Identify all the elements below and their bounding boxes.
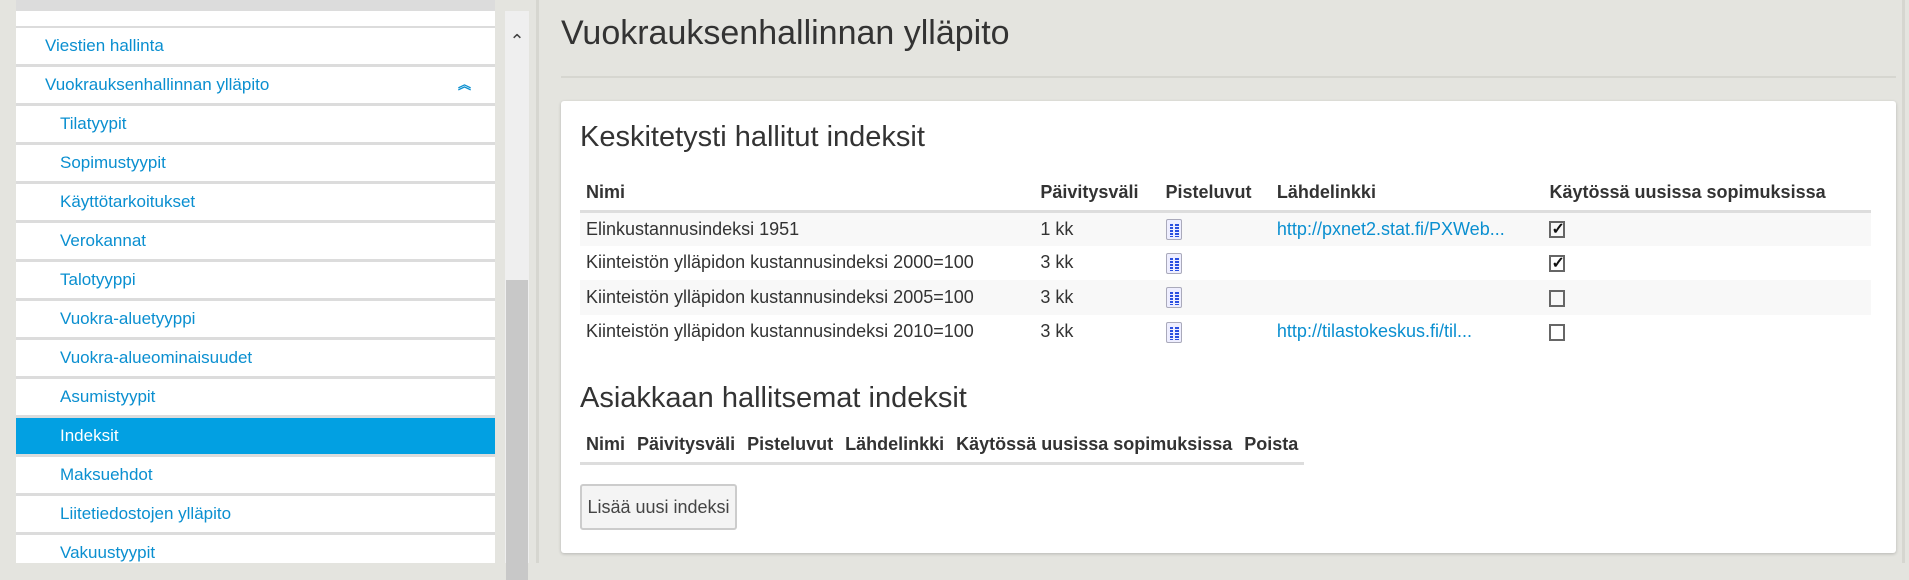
source-link-cell: http://tilastokeskus.fi/til... — [1271, 315, 1544, 350]
chevron-up-icon[interactable]: ⌃ — [509, 31, 525, 51]
sidebar-item-label: Tilatyypit — [60, 114, 127, 133]
sidebar-item-label: Asumistyypit — [60, 387, 156, 406]
index-name: Kiinteistön ylläpidon kustannusindeksi 2… — [586, 321, 974, 342]
column-header: Käytössä uusissa sopimuksissa — [950, 427, 1239, 465]
in-use-cell: ✓ — [1543, 246, 1871, 281]
in-use-checkbox[interactable]: ✓ — [1549, 221, 1566, 239]
sidebar-item-asumistyypit[interactable]: Asumistyypit — [16, 379, 495, 418]
sidebar-item-label: Indeksit — [60, 426, 119, 445]
column-header: Lähdelinkki — [1270, 175, 1544, 213]
sidebar-item-label: Vuokrauksenhallinnan ylläpito — [45, 75, 270, 94]
table-row: Kiinteistön ylläpidon kustannusindeksi 2… — [580, 246, 1871, 281]
in-use-cell: ✓ — [1543, 211, 1871, 246]
add-index-button[interactable]: Lisää uusi indeksi — [580, 484, 737, 530]
page-title: Vuokrauksenhallinnan ylläpito — [561, 14, 1010, 52]
sidebar-item-käyttötarkoitukset[interactable]: Käyttötarkoitukset — [16, 184, 495, 223]
column-header: Nimi — [580, 427, 632, 465]
indexes-card: Keskitetysti hallitut indeksit Nimi Päivi… — [561, 101, 1896, 553]
page-scrollbar-edge — [1902, 0, 1905, 563]
title-divider — [561, 76, 1896, 78]
points-cell — [1159, 280, 1271, 315]
update-interval: 3 kk — [1040, 252, 1074, 273]
points-cell — [1160, 246, 1271, 281]
points-cell — [1159, 211, 1271, 246]
customer-indexes-table: Nimi Päivitysväli Pisteluvut Lähdelinkki Käy… — [580, 427, 1305, 465]
sidebar-item-vuokrauksenhallinnan-yllapito[interactable]: Vuokrauksenhallinnan ylläpito ︽ — [16, 67, 495, 106]
sidebar-item-viestien-hallinta[interactable]: Viestien hallinta — [16, 28, 495, 67]
sidebar-item-label: Talotyyppi — [60, 270, 136, 289]
document-icon[interactable] — [1165, 287, 1182, 309]
sidebar-item-talotyyppi[interactable]: Talotyyppi — [16, 262, 495, 301]
column-header: Päivitysväli — [1034, 175, 1160, 213]
update-interval: 3 kk — [1034, 280, 1160, 315]
in-use-checkbox[interactable] — [1549, 324, 1566, 341]
source-link[interactable]: http://pxnet2.stat.fi/PXWeb... — [1276, 218, 1505, 239]
table-row: Elinkustannusindeksi 1951 1 kk http://px… — [580, 211, 1871, 246]
sidebar-item-label: Käyttötarkoitukset — [60, 192, 196, 211]
sidebar-item-liitetiedostojen-ylläpito[interactable]: Liitetiedostojen ylläpito — [16, 496, 495, 535]
divider — [536, 0, 539, 563]
points-cell — [1160, 315, 1271, 350]
column-header: Käytössä uusissa sopimuksissa — [1543, 175, 1871, 213]
column-header: Poista — [1238, 427, 1305, 465]
sidebar-item-vakuustyypit[interactable]: Vakuustyypit — [16, 535, 495, 563]
sidebar-item-label: Vuokra-alueominaisuudet — [60, 348, 253, 367]
sidebar-item-label: Liitetiedostojen ylläpito — [60, 504, 232, 523]
source-link[interactable]: http://tilastokeskus.fi/til... — [1276, 321, 1472, 342]
source-link-cell: http://pxnet2.stat.fi/PXWeb... — [1270, 211, 1544, 246]
index-name: Elinkustannusindeksi 1951 — [580, 211, 1035, 246]
in-use-cell — [1543, 315, 1871, 350]
source-link-cell — [1271, 246, 1544, 281]
central-indexes-table: Nimi Päivitysväli Pisteluvut Lähdelinkki Käy… — [580, 175, 1871, 349]
document-icon[interactable] — [1165, 252, 1182, 274]
scrollbar-thumb[interactable] — [506, 280, 528, 580]
sidebar-item-vuokra-aluetyyppi[interactable]: Vuokra-aluetyyppi — [16, 301, 495, 340]
sidebar-item-label: Sopimustyypit — [60, 153, 166, 172]
sidebar-item-label: Vakuustyypit — [60, 543, 156, 562]
in-use-checkbox[interactable]: ✓ — [1549, 255, 1566, 272]
column-header: Nimi — [580, 175, 1035, 213]
sidebar-item-vuokra-alueominaisuudet[interactable]: Vuokra-alueominaisuudet — [16, 340, 495, 379]
sidebar-item-sopimustyypit[interactable]: Sopimustyypit — [16, 145, 495, 184]
index-name: Kiinteistön ylläpidon kustannusindeksi 2… — [580, 280, 1035, 315]
sidebar-item-label: Vuokra-aluetyyppi — [60, 309, 196, 328]
in-use-checkbox[interactable] — [1549, 289, 1566, 307]
sidebar-item-tilatyypit[interactable]: Tilatyypit — [16, 106, 495, 145]
sidebar-item-partial — [16, 11, 495, 28]
sidebar-item-maksuehdot[interactable]: Maksuehdot — [16, 457, 495, 496]
sidebar-item-label: Viestien hallinta — [45, 36, 164, 55]
column-header: Pisteluvut — [1159, 175, 1271, 213]
sidebar-scrollbar[interactable]: ⌃ — [505, 11, 529, 580]
index-name: Kiinteistön ylläpidon kustannusindeksi 2… — [586, 252, 974, 273]
column-header: Lähdelinkki — [839, 427, 951, 465]
update-interval: 3 kk — [1040, 321, 1074, 342]
sidebar-nav: Viestien hallinta Vuokrauksenhallinnan y… — [16, 0, 495, 563]
column-header: Pisteluvut — [741, 427, 840, 465]
sidebar-item-indeksit[interactable]: Indeksit — [16, 418, 495, 457]
update-interval: 1 kk — [1034, 211, 1160, 246]
sidebar-item-verokannat[interactable]: Verokannat — [16, 223, 495, 262]
central-indexes-heading: Keskitetysti hallitut indeksit — [580, 121, 925, 153]
sidebar-item-label: Verokannat — [60, 231, 147, 250]
table-row: Kiinteistön ylläpidon kustannusindeksi 2… — [580, 315, 1871, 350]
double-chevron-up-icon[interactable]: ︽ — [457, 77, 471, 92]
sidebar-item-label: Maksuehdot — [60, 465, 153, 484]
source-link-cell — [1270, 280, 1544, 315]
in-use-cell — [1543, 280, 1871, 315]
column-header: Päivitysväli — [631, 427, 742, 465]
table-row: Kiinteistön ylläpidon kustannusindeksi 2… — [580, 280, 1871, 315]
customer-indexes-heading: Asiakkaan hallitsemat indeksit — [580, 382, 967, 414]
document-icon[interactable] — [1165, 218, 1182, 240]
document-icon[interactable] — [1165, 321, 1182, 343]
